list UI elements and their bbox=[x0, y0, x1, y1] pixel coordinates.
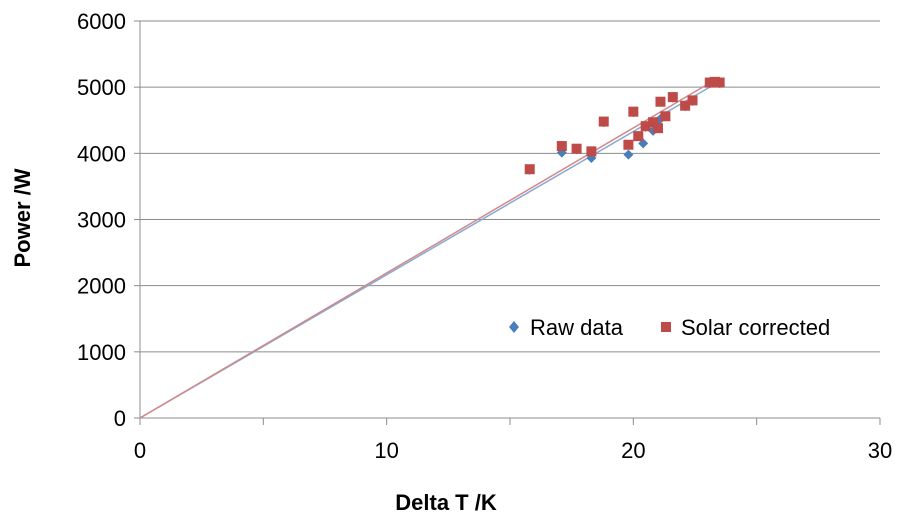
legend-marker-raw-data bbox=[509, 321, 519, 333]
data-point-solar-corrected bbox=[687, 95, 698, 106]
data-points bbox=[524, 76, 725, 175]
y-axis-title: Power /W bbox=[10, 168, 35, 267]
x-tick-label: 10 bbox=[374, 438, 398, 463]
data-point-solar-corrected bbox=[640, 121, 651, 132]
legend-label-raw-data: Raw data bbox=[530, 315, 624, 340]
y-tick-label: 0 bbox=[114, 406, 126, 431]
data-point-solar-corrected bbox=[628, 106, 639, 117]
data-point-solar-corrected bbox=[660, 111, 671, 122]
data-point-solar-corrected bbox=[586, 146, 597, 157]
y-tick-label: 6000 bbox=[77, 9, 126, 34]
x-tick-label: 0 bbox=[134, 438, 146, 463]
data-point-solar-corrected bbox=[571, 143, 582, 154]
legend-label-solar-corrected: Solar corrected bbox=[681, 315, 830, 340]
trendline-solar-corrected bbox=[139, 76, 721, 419]
gridlines bbox=[140, 20, 880, 353]
data-point-solar-corrected bbox=[655, 96, 666, 107]
x-tick-label: 20 bbox=[621, 438, 645, 463]
y-tick-label: 5000 bbox=[77, 75, 126, 100]
trendlines bbox=[139, 76, 721, 419]
legend: Raw data Solar corrected bbox=[509, 315, 830, 340]
tick-labels: 0 1000 2000 3000 4000 5000 6000 0 10 20 30 bbox=[77, 9, 892, 463]
data-point-solar-corrected bbox=[524, 164, 535, 175]
data-point-solar-corrected bbox=[648, 117, 659, 128]
axes bbox=[134, 20, 881, 425]
data-point-solar-corrected bbox=[633, 131, 644, 142]
y-tick-label: 2000 bbox=[77, 274, 126, 299]
y-tick-label: 1000 bbox=[77, 340, 126, 365]
x-axis-title: Delta T /K bbox=[395, 490, 497, 515]
y-tick-label: 3000 bbox=[77, 208, 126, 233]
data-point-solar-corrected bbox=[680, 100, 691, 111]
data-point-solar-corrected bbox=[667, 92, 678, 103]
data-point-solar-corrected bbox=[598, 116, 609, 127]
data-point-solar-corrected bbox=[623, 139, 634, 150]
data-point-raw-data bbox=[623, 149, 634, 160]
x-tick-label: 30 bbox=[868, 438, 892, 463]
legend-marker-solar-corrected bbox=[661, 322, 671, 332]
data-point-solar-corrected bbox=[556, 141, 567, 152]
y-tick-label: 4000 bbox=[77, 141, 126, 166]
data-point-solar-corrected bbox=[714, 77, 725, 88]
data-point-solar-corrected bbox=[653, 123, 663, 134]
